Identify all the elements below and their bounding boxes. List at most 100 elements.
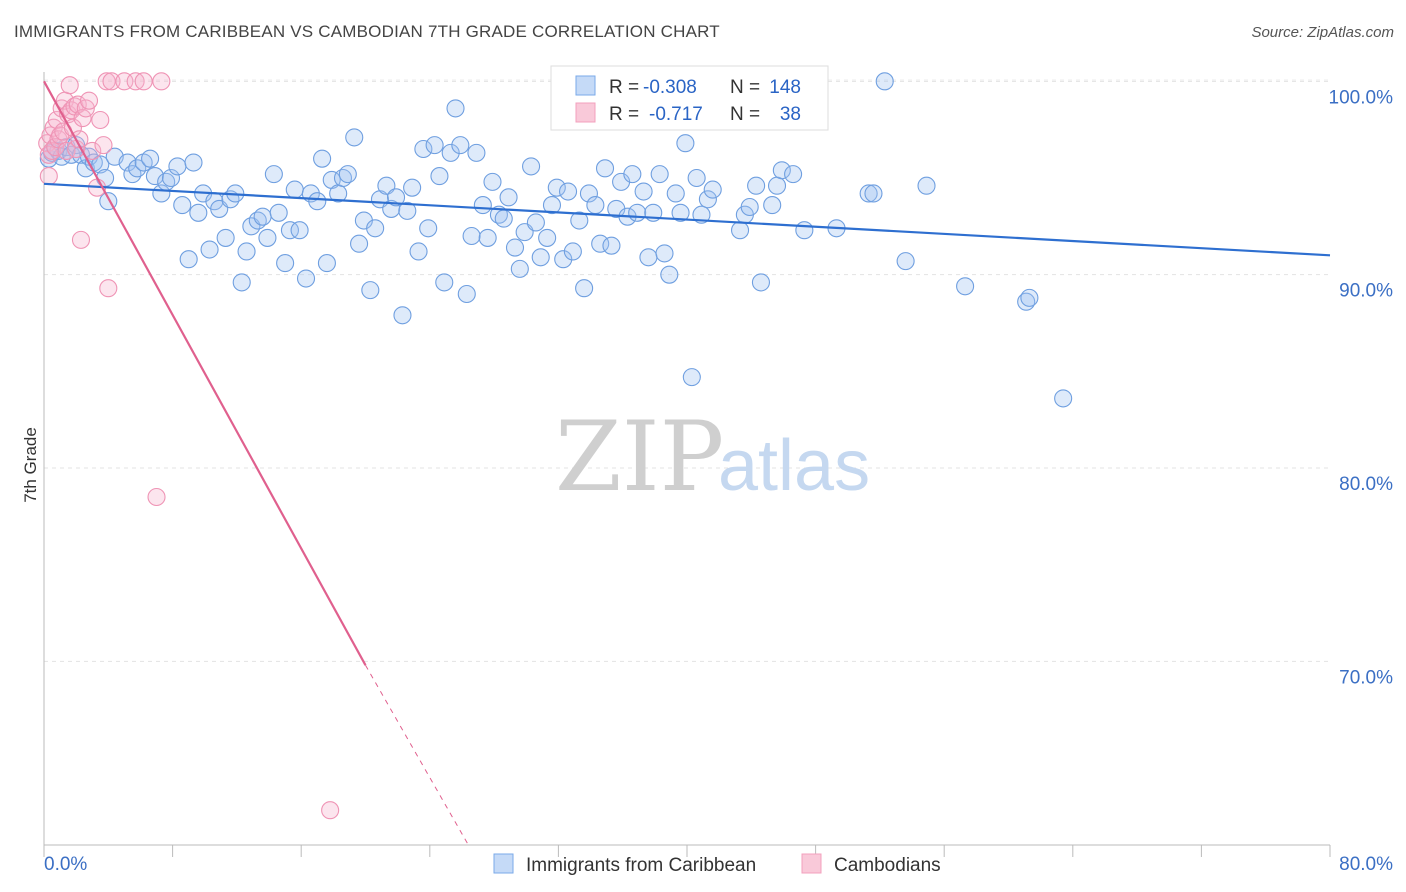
point-caribbean-116 [655,244,674,263]
point-caribbean-16 [118,153,137,172]
point-caribbean-98 [558,182,578,201]
point-caribbean-68 [398,201,417,220]
point-caribbean-41 [253,207,272,226]
point-caribbean-83 [478,228,497,247]
series-caribbean-points [39,72,1073,408]
point-caribbean-118 [666,184,685,203]
point-caribbean-142 [917,176,936,195]
point-caribbean-79 [457,284,476,304]
point-caribbean-110 [623,165,642,184]
watermark-zip: ZIP [555,401,724,513]
point-caribbean-77 [446,99,465,118]
point-caribbean-100 [570,211,589,230]
point-caribbean-64 [377,176,396,195]
y-tick-label-70: 70.0% [1339,667,1393,688]
legend-r-label-cambodians: R = [609,104,639,125]
point-cambodians-33 [134,72,153,91]
point-caribbean-111 [628,203,647,222]
point-caribbean-105 [595,159,615,178]
point-caribbean-125 [703,180,722,199]
point-caribbean-26 [173,196,192,215]
point-caribbean-78 [451,136,470,155]
legend-n-value-caribbean: 148 [769,77,801,98]
y-tick-labels: 70.0% 80.0% 90.0% 100.0% [1329,87,1394,688]
stats-legend: R = -0.308 N = 148 R = -0.717 N = 38 [550,65,829,131]
point-cambodians-27 [91,110,110,130]
point-cambodians-17 [63,118,82,137]
point-caribbean-42 [258,228,277,247]
point-caribbean-81 [467,143,486,162]
trend-line-cambodians-extension [365,664,469,846]
point-caribbean-71 [414,139,433,159]
point-cambodians-15 [60,76,79,95]
point-caribbean-73 [425,136,444,155]
y-tick-label-90: 90.0% [1339,281,1393,302]
point-caribbean-62 [366,219,385,238]
point-caribbean-112 [634,182,653,201]
point-caribbean-91 [522,157,541,176]
series-cambodians-points [38,72,340,820]
point-caribbean-129 [747,176,766,195]
point-caribbean-59 [350,234,369,253]
point-cambodians-36 [99,279,118,298]
x-tick-label-max: 80.0% [1339,854,1393,875]
point-caribbean-138 [859,184,878,203]
point-caribbean-29 [189,203,208,222]
series-legend-swatch-caribbean [493,853,514,874]
watermark-atlas: atlas [718,426,870,506]
y-tick-label-100: 100.0% [1329,87,1394,108]
legend-r-label-caribbean: R = [609,77,639,98]
trend-line-caribbean [43,182,1331,257]
point-caribbean-133 [772,161,791,180]
legend-swatch-cambodians [575,102,596,123]
point-caribbean-34 [216,228,235,247]
point-cambodians-28 [94,136,113,155]
trend-lines [43,80,1331,846]
point-caribbean-145 [1020,288,1039,307]
point-caribbean-72 [419,219,438,238]
point-caribbean-139 [864,184,883,203]
point-caribbean-88 [505,238,525,257]
point-caribbean-47 [285,180,304,199]
point-caribbean-131 [763,196,782,215]
point-caribbean-52 [313,149,332,168]
point-caribbean-97 [554,250,573,269]
point-caribbean-95 [542,196,562,215]
point-caribbean-124 [698,190,717,209]
point-cambodians-38 [321,801,340,820]
point-cambodians-37 [147,487,166,507]
point-caribbean-70 [409,242,428,261]
point-caribbean-27 [179,250,198,269]
point-caribbean-61 [361,281,380,300]
legend-r-value-caribbean: -0.308 [643,77,697,98]
point-caribbean-134 [784,165,803,184]
series-legend: Immigrants from Caribbean Cambodians [493,853,941,876]
series-legend-label-caribbean: Immigrants from Caribbean [526,855,756,876]
point-caribbean-140 [875,72,894,91]
point-caribbean-130 [751,273,770,292]
point-caribbean-87 [499,188,518,207]
point-caribbean-58 [345,128,364,147]
point-caribbean-24 [161,168,181,188]
point-caribbean-74 [430,167,449,186]
point-caribbean-143 [956,277,975,296]
point-cambodians-2 [39,167,58,186]
point-caribbean-86 [494,209,513,228]
point-caribbean-76 [441,143,460,162]
point-caribbean-117 [660,265,679,284]
point-cambodians-34 [152,72,171,91]
point-caribbean-45 [276,254,295,273]
point-caribbean-84 [483,172,502,191]
point-caribbean-96 [547,178,566,197]
point-caribbean-102 [579,184,598,203]
stats-legend-box [550,65,829,131]
point-caribbean-80 [462,226,481,246]
point-caribbean-20 [141,149,160,168]
point-caribbean-17 [123,165,142,184]
point-cambodians-29 [97,72,116,91]
point-caribbean-93 [531,248,550,267]
point-caribbean-48 [290,221,309,240]
point-caribbean-67 [393,306,412,325]
point-caribbean-121 [682,368,701,387]
